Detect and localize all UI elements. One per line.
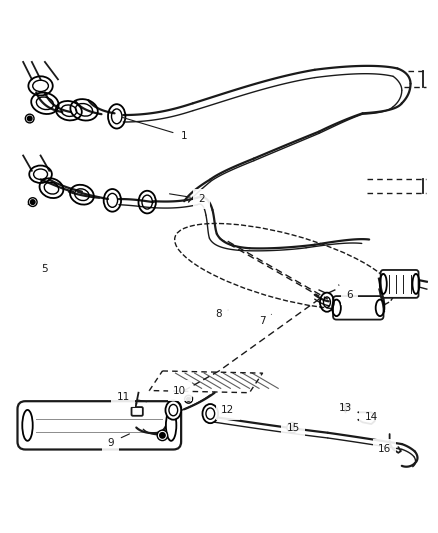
Text: 16: 16 — [378, 445, 391, 454]
Circle shape — [31, 200, 35, 204]
Circle shape — [28, 116, 32, 120]
FancyBboxPatch shape — [381, 270, 419, 298]
Text: 8: 8 — [215, 309, 228, 319]
Circle shape — [185, 395, 192, 403]
Text: 11: 11 — [117, 392, 147, 402]
Text: 1: 1 — [122, 117, 187, 141]
Circle shape — [287, 422, 297, 433]
Text: 6: 6 — [339, 285, 353, 300]
Circle shape — [25, 114, 34, 123]
Ellipse shape — [202, 404, 218, 423]
Circle shape — [187, 398, 190, 401]
Ellipse shape — [166, 400, 181, 419]
Ellipse shape — [22, 410, 33, 441]
Text: 14: 14 — [365, 411, 378, 422]
Text: 2: 2 — [170, 194, 205, 204]
Ellipse shape — [166, 410, 177, 441]
FancyBboxPatch shape — [333, 296, 384, 320]
Text: 12: 12 — [221, 405, 234, 415]
Text: 5: 5 — [42, 263, 48, 273]
Text: 15: 15 — [286, 423, 300, 433]
FancyBboxPatch shape — [131, 407, 143, 416]
Text: 7: 7 — [259, 314, 271, 326]
Circle shape — [28, 198, 37, 206]
Circle shape — [160, 433, 165, 438]
Text: 10: 10 — [173, 385, 193, 398]
Circle shape — [157, 430, 168, 441]
Circle shape — [290, 425, 294, 430]
Text: 13: 13 — [339, 403, 352, 413]
FancyBboxPatch shape — [18, 401, 181, 449]
Text: 9: 9 — [107, 434, 130, 448]
